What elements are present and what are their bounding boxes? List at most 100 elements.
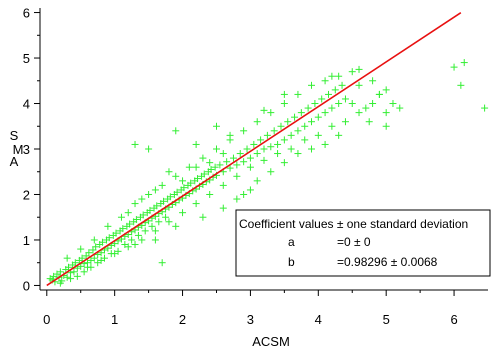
data-point	[172, 172, 180, 180]
data-point	[78, 254, 86, 262]
data-point	[328, 104, 336, 112]
data-point	[65, 263, 73, 271]
data-point	[348, 68, 356, 76]
data-point	[308, 81, 316, 89]
x-axis-label: ACSM	[252, 334, 290, 349]
data-point	[158, 181, 166, 189]
coefficient-box-border	[235, 209, 491, 277]
data-point	[155, 218, 163, 226]
data-point	[85, 249, 93, 257]
data-point	[212, 122, 220, 130]
coefficient-a-value: =0 ± 0	[337, 235, 371, 249]
data-point	[263, 131, 271, 139]
data-point	[382, 122, 390, 130]
data-point	[382, 86, 390, 94]
data-point	[200, 170, 208, 178]
data-point	[335, 131, 343, 139]
coefficient-a-name: a	[288, 235, 295, 249]
data-point	[226, 131, 234, 139]
data-point	[328, 72, 336, 80]
data-point	[341, 95, 349, 103]
y-axis-label-char: S	[10, 128, 19, 143]
data-point	[280, 136, 288, 144]
data-point	[287, 145, 295, 153]
data-point	[211, 163, 219, 171]
x-tick-label: 3	[247, 312, 254, 327]
data-point	[270, 127, 278, 135]
data-point	[151, 186, 159, 194]
data-point	[71, 259, 79, 267]
data-point	[362, 104, 370, 112]
data-point	[56, 268, 64, 276]
data-point	[355, 81, 363, 89]
data-point	[207, 165, 215, 173]
data-point	[219, 204, 227, 212]
data-point	[240, 190, 248, 198]
data-point	[311, 100, 319, 108]
x-tick-label: 5	[383, 312, 390, 327]
y-tick-label: 3	[23, 142, 30, 157]
data-point	[166, 193, 174, 201]
data-point	[80, 268, 88, 276]
data-point	[294, 127, 302, 135]
data-point	[63, 254, 71, 262]
data-point	[219, 150, 227, 158]
data-point	[291, 113, 299, 121]
data-point	[119, 225, 127, 233]
data-point	[457, 81, 465, 89]
data-point	[324, 90, 332, 98]
data-point	[229, 154, 237, 162]
data-point	[236, 150, 244, 158]
data-point	[193, 175, 201, 183]
data-point	[160, 197, 168, 205]
y-tick-label: 1	[23, 233, 30, 248]
data-point	[112, 229, 120, 237]
data-point	[450, 63, 458, 71]
data-point	[321, 77, 329, 85]
data-point	[304, 104, 312, 112]
data-point	[192, 140, 200, 148]
data-point	[335, 100, 343, 108]
data-point	[63, 273, 71, 281]
data-point	[246, 186, 254, 194]
data-point	[321, 109, 329, 117]
data-point	[328, 122, 336, 130]
data-point	[87, 263, 95, 271]
y-axis-label-char: M	[13, 142, 24, 157]
data-point	[179, 209, 187, 217]
x-tick-label: 6	[450, 312, 457, 327]
data-point	[250, 140, 258, 148]
data-point	[253, 150, 261, 158]
data-point	[460, 59, 468, 67]
data-point	[294, 150, 302, 158]
x-tick-label: 2	[179, 312, 186, 327]
data-point	[131, 200, 139, 208]
data-point	[233, 172, 241, 180]
data-point	[141, 227, 149, 235]
y-axis-label: SMA	[10, 128, 24, 169]
y-tick-label: 4	[23, 97, 30, 112]
data-point	[284, 118, 292, 126]
data-point	[192, 200, 200, 208]
data-point	[267, 143, 275, 151]
data-point	[172, 127, 180, 135]
data-point	[117, 213, 125, 221]
data-point	[199, 213, 207, 221]
data-point	[260, 156, 268, 164]
data-point	[365, 118, 373, 126]
data-point	[375, 90, 383, 98]
data-point	[162, 213, 170, 221]
x-tick-label: 1	[111, 312, 118, 327]
fit-line	[46, 12, 462, 287]
data-point	[280, 90, 288, 98]
data-point	[104, 222, 112, 230]
data-point	[369, 100, 377, 108]
data-point	[240, 127, 248, 135]
data-point	[253, 118, 261, 126]
y-tick-label: 0	[23, 278, 30, 293]
data-point	[139, 211, 147, 219]
y-tick-label: 2	[23, 187, 30, 202]
data-point	[199, 154, 207, 162]
data-point	[145, 190, 153, 198]
data-point	[274, 150, 282, 158]
